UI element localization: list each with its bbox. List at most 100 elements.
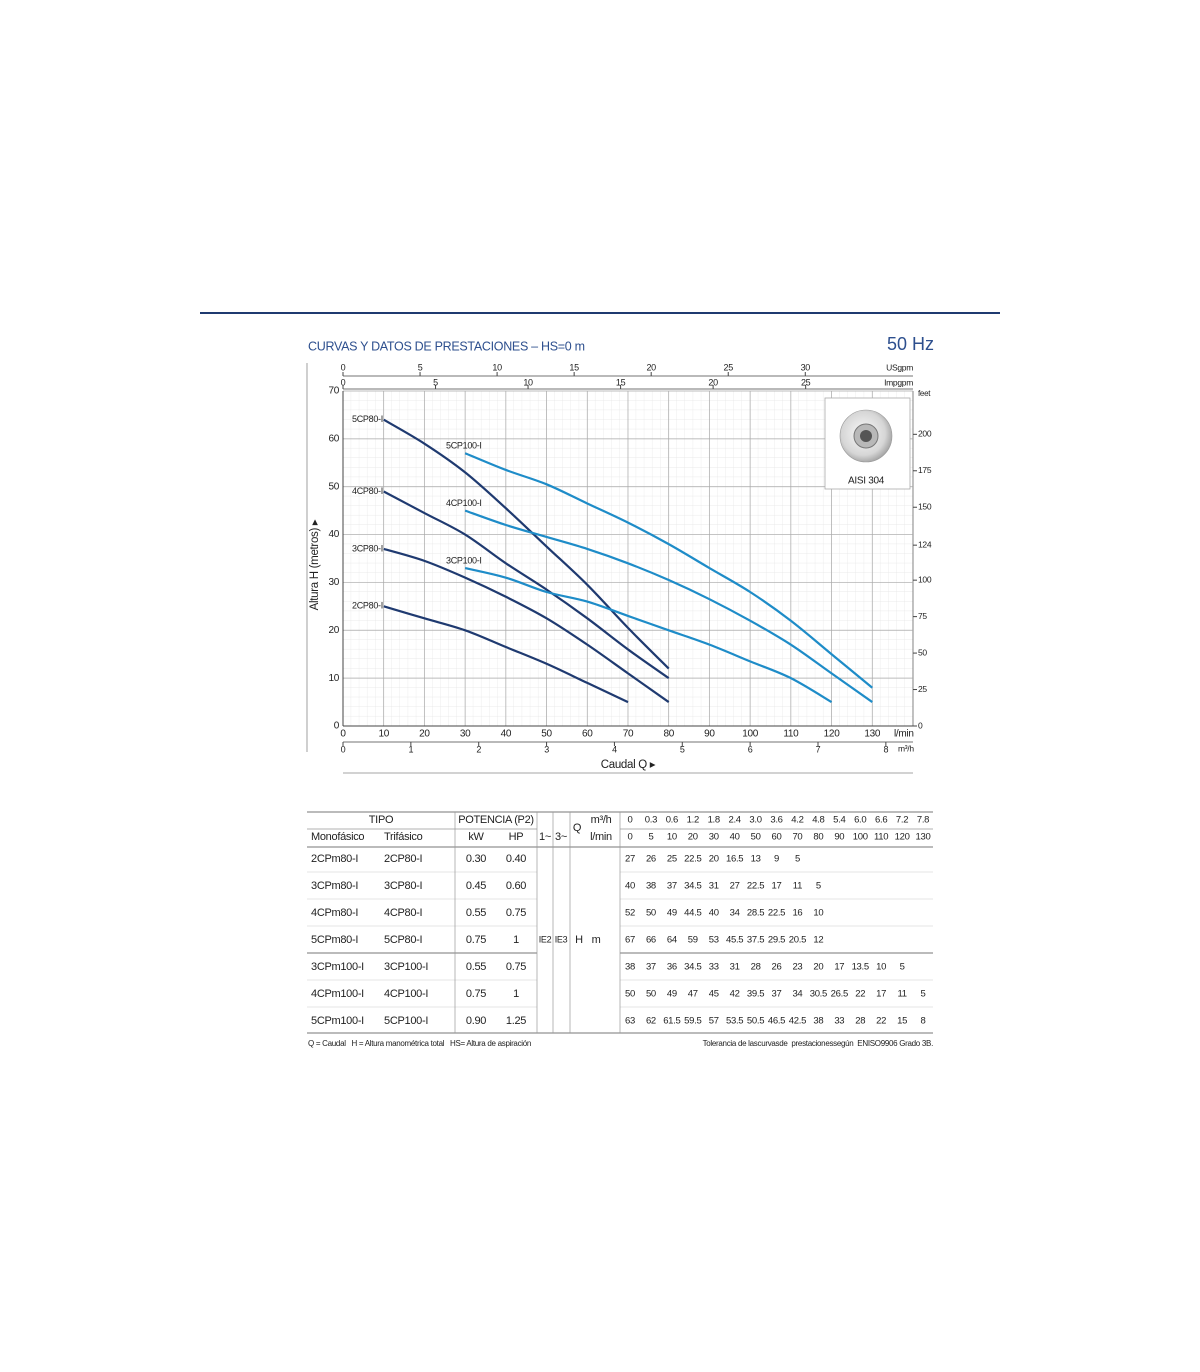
x-unit: l/min: [894, 729, 914, 740]
head-value: 64: [667, 935, 677, 946]
x-tick-label: 10: [378, 729, 389, 740]
y2-tick-label: 200: [918, 429, 932, 439]
head-value: 13.5: [852, 962, 869, 973]
pump-curve: [383, 547, 670, 703]
head-value: 22.5: [684, 854, 701, 865]
head-value: 31: [709, 881, 719, 892]
head-value: 10: [876, 962, 886, 973]
model-name: 5CPm100-I: [311, 1015, 364, 1027]
head-value: 17: [772, 881, 782, 892]
flow-header: 30: [709, 832, 719, 843]
x-tick-label: 130: [864, 729, 881, 740]
head-value: 53: [709, 935, 719, 946]
head-value: 9: [774, 854, 779, 865]
head-value: 13: [751, 854, 761, 865]
secondary-tick-label: 15: [569, 362, 579, 372]
head-value: 26.5: [831, 989, 848, 1000]
head-value: 40: [625, 881, 635, 892]
head-value: 16.5: [726, 854, 743, 865]
y2-tick-label: 175: [918, 465, 932, 475]
table-cell: 0.75: [506, 907, 526, 919]
head-value: 20.5: [789, 935, 806, 946]
table-cell: 0.75: [466, 988, 486, 1000]
y2-unit: feet: [918, 389, 931, 398]
secondary-tick-label: 7: [816, 744, 821, 754]
head-value: 40: [709, 908, 719, 919]
flow-header: 3.6: [770, 815, 782, 826]
footnote: Q = Caudal H = Altura manométrica total …: [308, 1039, 531, 1048]
head-value: 38: [813, 1016, 823, 1027]
head-value: 53.5: [726, 1016, 743, 1027]
flow-header: 7.8: [917, 815, 929, 826]
table-cell: 0.90: [466, 1015, 486, 1027]
table-cell: 0.55: [466, 961, 486, 973]
table-cell: m: [592, 934, 601, 946]
secondary-unit: Impgpm: [884, 377, 913, 387]
model-name: 2CPm80-I: [311, 853, 358, 865]
head-value: 46.5: [768, 1016, 785, 1027]
x-axis-title: Caudal Q ▸: [601, 759, 656, 771]
secondary-tick-label: 6: [748, 744, 753, 754]
head-value: 20: [813, 962, 823, 973]
y-tick-label: 0: [334, 721, 340, 732]
head-value: 42.5: [789, 1016, 806, 1027]
y-axis-title: Altura H (metros) ▸: [309, 519, 321, 610]
y-tick-label: 20: [328, 625, 339, 636]
x-tick-label: 30: [460, 729, 471, 740]
secondary-tick-label: 4: [612, 744, 617, 754]
table-cell: IE2: [539, 934, 552, 944]
flow-header: 7.2: [896, 815, 908, 826]
head-value: 37: [646, 962, 656, 973]
y-tick-label: 30: [328, 577, 339, 588]
head-value: 22: [876, 1016, 886, 1027]
flow-header: 4.2: [791, 815, 803, 826]
series-label: 4CP100-I: [446, 498, 482, 508]
head-value: 22.5: [768, 908, 785, 919]
impeller-inset: AISI 304: [824, 397, 911, 490]
head-value: 34.5: [684, 962, 701, 973]
head-value: 39.5: [747, 989, 764, 1000]
series-label: 5CP80-I: [352, 414, 383, 424]
x-tick-label: 90: [704, 729, 715, 740]
y2-tick-label: 50: [918, 647, 927, 657]
table-header: m³/h: [591, 814, 612, 826]
flow-header: 2.4: [728, 815, 740, 826]
head-value: 66: [646, 935, 656, 946]
head-value: 17: [834, 962, 844, 973]
head-value: 25: [667, 854, 677, 865]
table-cell: 1: [513, 988, 519, 1000]
head-value: 59.5: [684, 1016, 701, 1027]
head-value: 42: [730, 989, 740, 1000]
x-tick-label: 110: [783, 729, 799, 740]
y-tick-label: 50: [328, 481, 339, 492]
secondary-tick-label: 0: [341, 362, 346, 372]
table-header: POTENCIA (P2): [458, 814, 534, 826]
flow-header: 50: [751, 832, 761, 843]
head-value: 29.5: [768, 935, 785, 946]
head-value: 45.5: [726, 935, 743, 946]
head-value: 49: [667, 989, 677, 1000]
table-header: kW: [468, 831, 484, 843]
head-value: 61.5: [663, 1016, 680, 1027]
head-value: 34.5: [684, 881, 701, 892]
title: CURVAS Y DATOS DE PRESTACIONES – HS=0 m: [308, 339, 585, 353]
table-cell: 0.60: [506, 880, 526, 892]
secondary-tick-label: 15: [616, 377, 626, 387]
table-cell: 1.25: [506, 1015, 526, 1027]
head-value: 67: [625, 935, 635, 946]
secondary-tick-label: 5: [433, 377, 438, 387]
model-name: 2CP80-I: [384, 853, 422, 865]
head-value: 5: [795, 854, 800, 865]
model-name: 4CP80-I: [384, 907, 422, 919]
head-value: 52: [625, 908, 635, 919]
head-value: 63: [625, 1016, 635, 1027]
x-tick-label: 50: [541, 729, 552, 740]
head-value: 22.5: [747, 881, 764, 892]
x-tick-label: 40: [501, 729, 512, 740]
flow-header: 4.8: [812, 815, 824, 826]
table-cell: 0.75: [506, 961, 526, 973]
head-value: 37.5: [747, 935, 764, 946]
flow-header: 0.6: [666, 815, 678, 826]
series-label: 4CP80-I: [352, 486, 383, 496]
head-value: 33: [834, 1016, 844, 1027]
